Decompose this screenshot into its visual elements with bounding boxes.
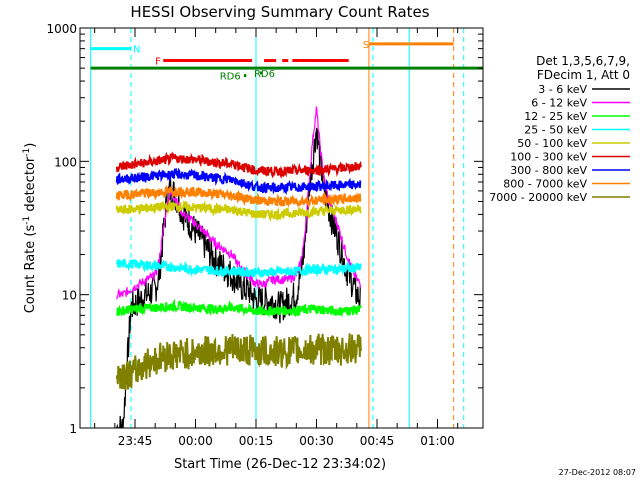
legend-label: 3 - 6 keV [538,83,587,96]
flag-label: RD6 [254,69,275,80]
legend-label: 100 - 300 keV [510,151,587,164]
chart-title: HESSI Observing Summary Count Rates [130,3,429,21]
legend-label: 12 - 25 keV [524,110,587,123]
x-tick-label: 00:30 [299,434,334,448]
flag-label: RD6 [220,72,241,83]
y-axis-label: Count Rate (s-1 detector-1) [22,143,38,314]
legend-label: 6 - 12 keV [531,97,587,110]
series-line [115,258,362,279]
y-tick-label: 1000 [46,22,77,36]
legend-label: 7000 - 20000 keV [489,191,587,204]
legend-label: 300 - 800 keV [510,164,587,177]
series-line [115,298,362,318]
flag-label: S [363,40,369,51]
series-line [115,333,362,391]
series-line [115,184,362,209]
legend-label: 800 - 7000 keV [503,178,587,191]
x-tick-label: 01:00 [420,434,455,448]
x-tick-label: 00:00 [178,434,213,448]
x-tick-label: 00:45 [360,434,395,448]
flag-label: N [133,45,140,56]
y-tick-label: 10 [62,289,77,303]
legend-header-line-2: FDecim 1, Att 0 [537,68,630,82]
legend-header-line-1: Det 1,3,5,6,7,9, [536,54,630,68]
series-line [115,167,362,196]
x-tick-label: 00:15 [239,434,274,448]
legend: Det 1,3,5,6,7,9, FDecim 1, Att 0 3 - 6 k… [489,54,630,204]
flag-label: F [155,57,161,68]
x-tick-label: 23:45 [118,434,153,448]
legend-label: 50 - 100 keV [517,137,587,150]
plot-frame [79,27,484,429]
legend-label: 25 - 50 keV [524,124,587,137]
timestamp: 27-Dec-2012 08:07 [559,468,636,477]
series-line [115,199,362,222]
y-tick-label: 100 [54,155,77,169]
y-tick-label: 1 [69,422,77,436]
series-line [115,151,362,180]
x-axis-label: Start Time (26-Dec-12 23:34:02) [174,457,386,472]
